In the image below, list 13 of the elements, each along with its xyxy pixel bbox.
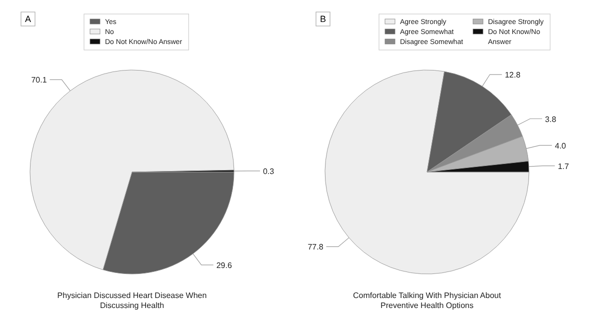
data-label: 70.1	[31, 76, 48, 85]
data-label: 4.0	[554, 141, 567, 150]
data-label: 12.8	[504, 70, 521, 80]
pie-slice	[324, 70, 530, 274]
data-label: 1.7	[558, 162, 570, 171]
text: B	[320, 14, 326, 24]
data-label: 3.8	[545, 114, 557, 124]
text: Comfortable Talking With Physician About Preventive Health Options	[353, 291, 502, 310]
data-label: 0.3	[262, 166, 275, 176]
text: Physician Discussed Heart Disease When Discussing Health	[57, 291, 207, 310]
text: A	[24, 14, 32, 24]
data-label: 77.8	[308, 242, 324, 252]
data-label: 29.6	[216, 260, 232, 270]
